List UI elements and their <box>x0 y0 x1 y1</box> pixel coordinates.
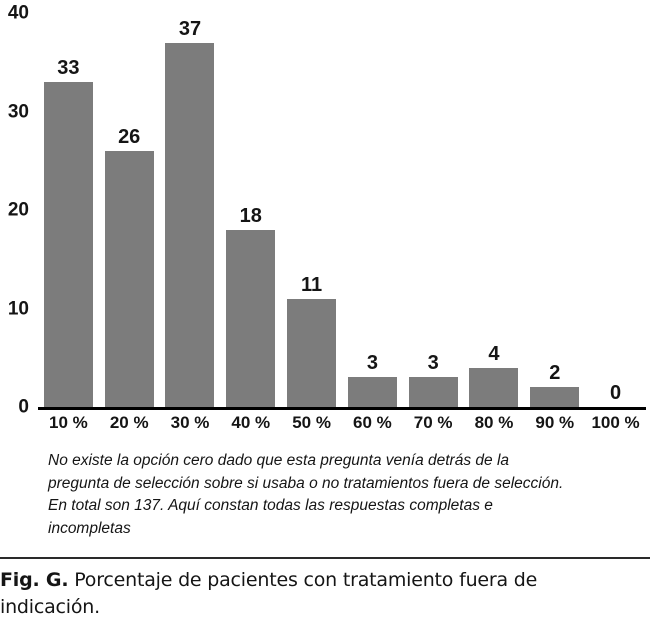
y-tick-label: 30 <box>7 101 29 122</box>
bar-slot: 11 <box>281 13 342 407</box>
x-tick-label: 20 % <box>109 413 149 432</box>
figure-label: Fig. G. <box>0 569 69 591</box>
bar-value-label: 33 <box>57 56 80 79</box>
bar-slot: 0 <box>585 13 646 407</box>
bar-chart: 0 10 20 30 40 33 26 37 18 11 3 3 4 2 0 10 % 20 % 30 % 40… <box>0 4 646 431</box>
x-tick-label: 50 % <box>292 413 331 432</box>
bar-slot: 3 <box>342 13 403 407</box>
bar <box>104 150 154 407</box>
bar-value-label: 3 <box>427 352 439 375</box>
bar <box>287 298 337 407</box>
bar-value-label: 18 <box>239 204 262 227</box>
bar-slot: 3 <box>403 13 464 407</box>
y-tick-label: 20 <box>7 199 29 221</box>
bar-slot: 4 <box>464 13 525 407</box>
y-tick-label: 10 <box>7 298 29 319</box>
figure-caption: Fig. G. Porcentaje de pacientes con trat… <box>0 567 650 621</box>
footnote-line: pregunta de selección sobre si usaba o n… <box>48 474 564 492</box>
bar <box>408 377 458 407</box>
x-axis: 10 % 20 % 30 % 40 % 50 % 60 % 70 % 80 % 90 % 100 … <box>38 414 646 431</box>
footnote-line: incompletas <box>48 519 131 537</box>
caption-text: Porcentaje de pacientes con tratamiento … <box>74 569 538 591</box>
bar-value-label: 37 <box>178 17 202 40</box>
footnote-line: No existe la opción cero dado que esta p… <box>48 452 510 469</box>
bar-value-label: 0 <box>610 382 622 404</box>
bar-value-label: 11 <box>301 273 323 296</box>
x-tick-label: 70 % <box>413 413 453 432</box>
x-tick-label: 30 % <box>170 413 210 432</box>
bar-slot: 33 <box>38 13 99 407</box>
bar <box>530 387 580 407</box>
bar-slot: 2 <box>524 13 585 407</box>
x-tick-label: 60 % <box>353 413 392 432</box>
bar-slot: 26 <box>99 13 160 407</box>
x-tick-label: 10 % <box>49 413 88 432</box>
bar <box>43 81 93 407</box>
x-tick-label: 40 % <box>231 413 271 432</box>
bar <box>347 377 397 407</box>
footnote-line: En total son 137. Aquí constan todas las… <box>48 497 493 514</box>
y-tick-label: 40 <box>7 2 29 24</box>
y-tick-label: 0 <box>18 396 29 418</box>
bar-slot: 18 <box>220 13 281 407</box>
bar-value-label: 2 <box>549 362 561 385</box>
caption-line: indicación. <box>0 596 100 618</box>
x-tick-label: 80 % <box>474 413 514 432</box>
x-tick-label: 100 % <box>591 413 640 432</box>
bar <box>226 229 276 407</box>
bar-value-label: 4 <box>488 342 500 365</box>
x-tick-label: 90 % <box>535 413 575 432</box>
bar <box>469 367 519 407</box>
bar <box>165 42 215 407</box>
bar-value-label: 3 <box>366 352 378 375</box>
bar-value-label: 26 <box>118 125 141 148</box>
caption-divider <box>0 557 650 559</box>
caption-line: Fig. G. Porcentaje de pacientes con trat… <box>0 567 650 594</box>
plot-area: 33 26 37 18 11 3 3 4 2 0 <box>38 13 646 410</box>
y-axis: 0 10 20 30 40 <box>0 4 29 417</box>
bar-slot: 37 <box>160 13 221 407</box>
chart-footnote: No existe la opción cero dado que esta p… <box>48 450 588 540</box>
